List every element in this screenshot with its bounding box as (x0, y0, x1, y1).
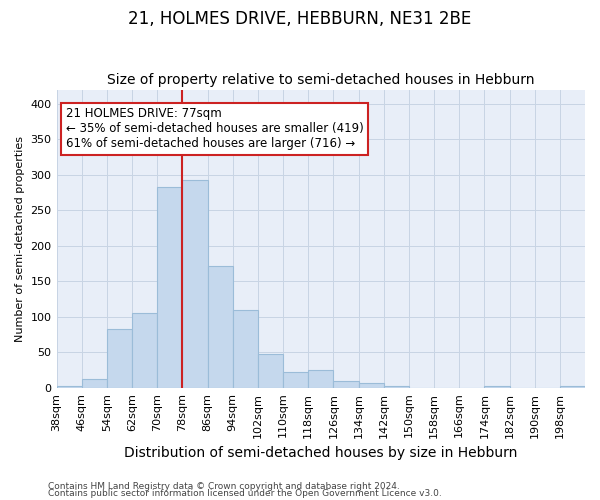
Text: Contains public sector information licensed under the Open Government Licence v3: Contains public sector information licen… (48, 490, 442, 498)
Text: 21, HOLMES DRIVE, HEBBURN, NE31 2BE: 21, HOLMES DRIVE, HEBBURN, NE31 2BE (128, 10, 472, 28)
X-axis label: Distribution of semi-detached houses by size in Hebburn: Distribution of semi-detached houses by … (124, 446, 517, 460)
Bar (484, 386, 509, 388)
Y-axis label: Number of semi-detached properties: Number of semi-detached properties (15, 136, 25, 342)
Bar (283, 372, 308, 388)
Bar (82, 378, 107, 388)
Bar (560, 386, 585, 388)
Bar (334, 382, 359, 388)
Bar (56, 386, 82, 388)
Text: Contains HM Land Registry data © Crown copyright and database right 2024.: Contains HM Land Registry data © Crown c… (48, 482, 400, 491)
Bar (258, 354, 283, 388)
Title: Size of property relative to semi-detached houses in Hebburn: Size of property relative to semi-detach… (107, 73, 535, 87)
Bar (107, 329, 132, 388)
Bar (359, 383, 383, 388)
Bar (132, 313, 157, 388)
Bar (157, 187, 182, 388)
Bar (208, 266, 233, 388)
Text: 21 HOLMES DRIVE: 77sqm
← 35% of semi-detached houses are smaller (419)
61% of se: 21 HOLMES DRIVE: 77sqm ← 35% of semi-det… (66, 108, 364, 150)
Bar (383, 386, 409, 388)
Bar (182, 180, 208, 388)
Bar (233, 310, 258, 388)
Bar (308, 370, 334, 388)
